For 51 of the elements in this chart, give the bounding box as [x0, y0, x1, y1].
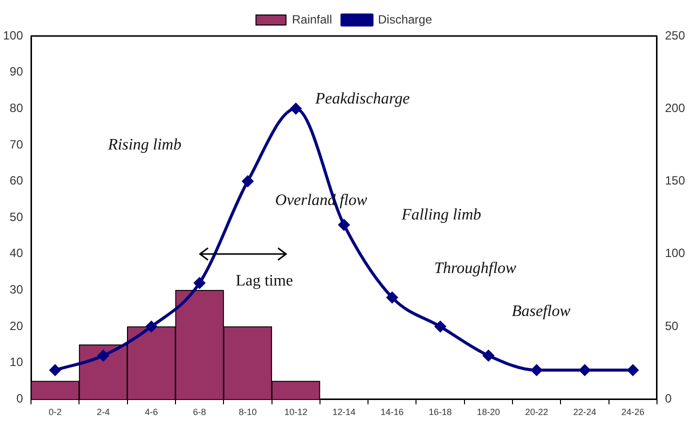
point — [482, 350, 494, 362]
x-tick-label: 22-24 — [573, 407, 596, 418]
y-tick-label: 10 — [10, 355, 24, 370]
x-tick-label: 20-22 — [525, 407, 548, 418]
legend-label: Rainfall — [292, 12, 332, 26]
y-tick-label: 70 — [10, 137, 24, 152]
y2-tick-label: 0 — [664, 392, 672, 406]
point — [194, 277, 206, 288]
y-tick-label: 80 — [10, 100, 24, 115]
annotation: Rising limb — [107, 136, 182, 154]
y-tick-label: 20 — [10, 318, 24, 333]
point — [531, 364, 542, 376]
point — [386, 292, 398, 304]
x-tick-label: 10-12 — [284, 407, 308, 418]
y2-tick-label: 200 — [664, 100, 686, 115]
y2-tick-label: 250 — [664, 28, 686, 42]
y-tick-label: 100 — [2, 28, 24, 42]
point — [242, 176, 254, 187]
y-tick-label: 60 — [10, 174, 24, 188]
annotation: Baseflow — [512, 303, 571, 320]
y-tick-label: 50 — [10, 210, 24, 224]
annotation: Peakdischarge — [314, 90, 410, 108]
point — [434, 321, 446, 332]
point — [627, 364, 638, 376]
y2-tick-label: 150 — [664, 174, 686, 188]
x-tick-label: 16-18 — [428, 407, 452, 418]
y-tick-label: 40 — [10, 246, 24, 260]
x-tick-label: 18-20 — [476, 407, 500, 418]
y-tick-label: 30 — [10, 282, 24, 297]
point — [290, 103, 302, 114]
x-tick-label: 6-8 — [193, 407, 206, 418]
annotation: Throughflow — [434, 260, 517, 278]
x-tick-label: 2-4 — [96, 407, 110, 418]
x-tick-label: 24-26 — [621, 407, 644, 418]
x-tick-label: 4-6 — [144, 407, 158, 418]
y2-tick-label: 100 — [664, 246, 686, 260]
point — [98, 350, 109, 362]
y2-tick-label: 50 — [664, 318, 679, 333]
point — [146, 321, 157, 332]
x-tick-label: 14-16 — [380, 407, 404, 418]
y-tick-label: 0 — [16, 392, 24, 406]
annotation: Falling limb — [400, 206, 482, 224]
point — [579, 364, 590, 376]
x-tick-label: 8-10 — [238, 407, 257, 418]
annotation: Lag time — [236, 272, 294, 290]
point — [50, 364, 61, 376]
x-tick-label: 12-14 — [332, 407, 356, 418]
y-tick-label: 90 — [10, 64, 24, 79]
x-tick-label: 0-2 — [48, 407, 62, 418]
legend-label: Discharge — [378, 12, 432, 26]
point — [338, 219, 350, 230]
